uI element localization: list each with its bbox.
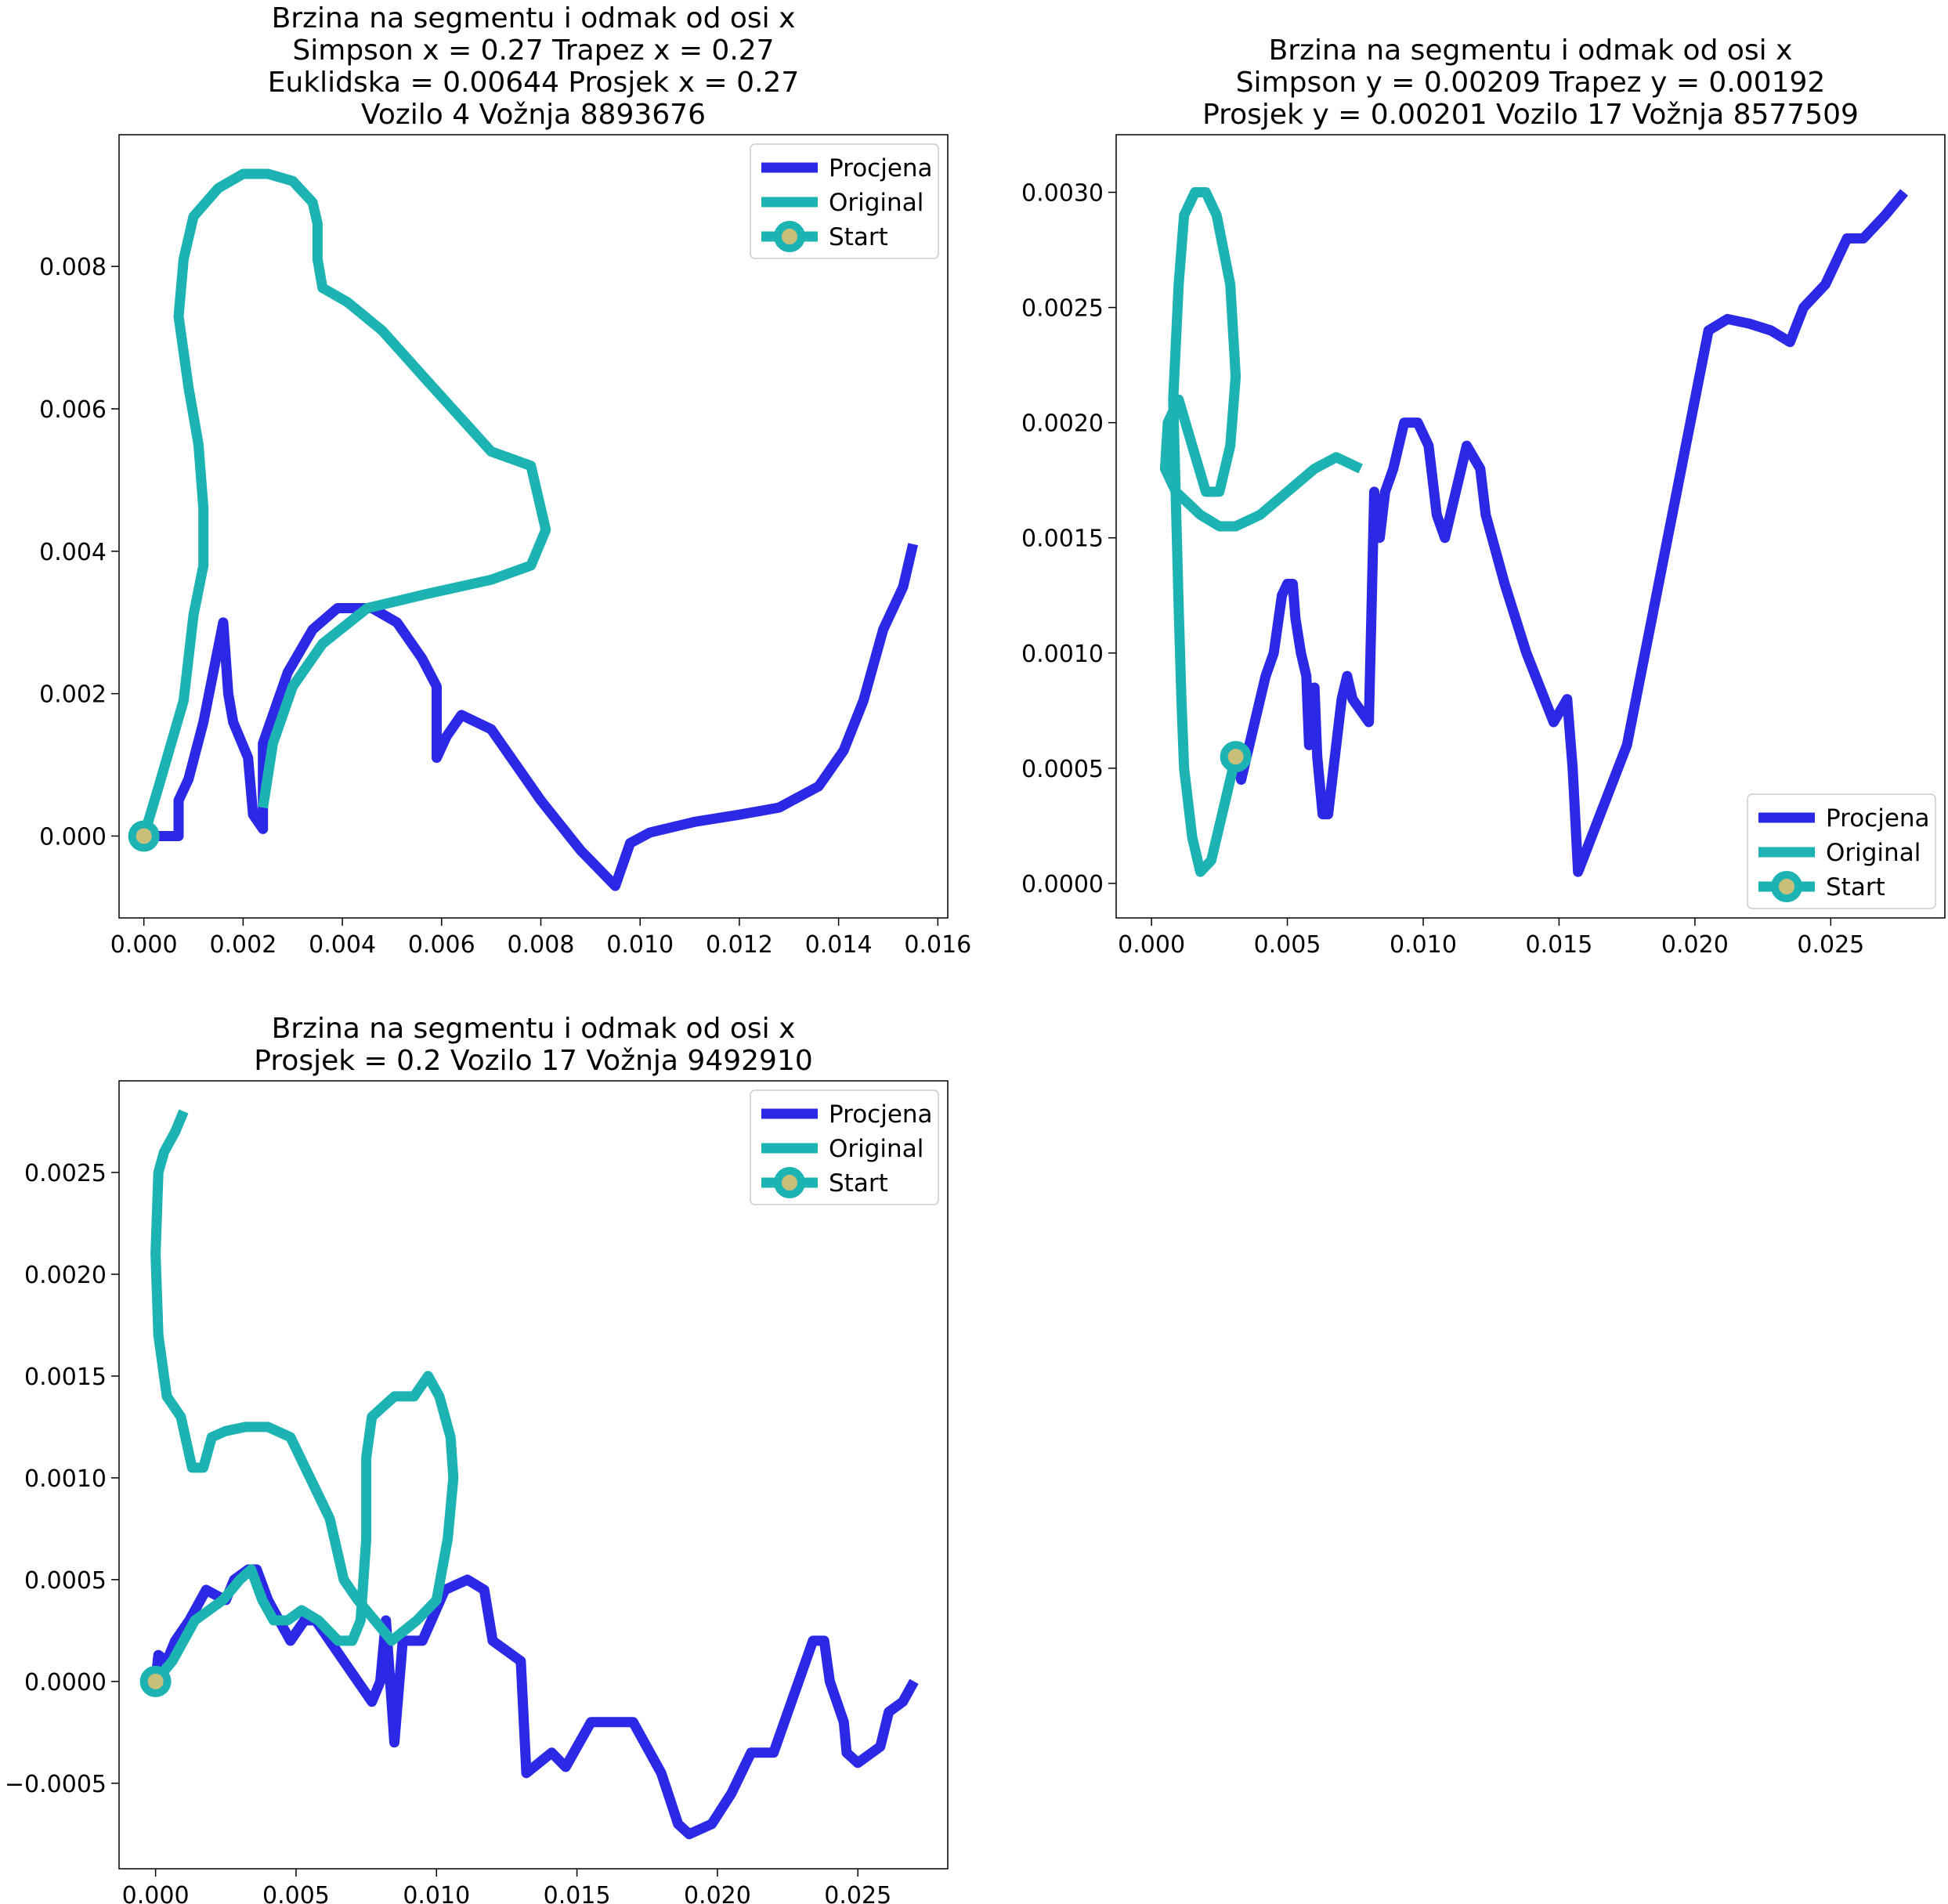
y-tick-label: 0.008 <box>39 254 107 281</box>
x-tick-label: 0.005 <box>262 1882 330 1904</box>
x-tick-label: 0.012 <box>706 931 773 959</box>
legend-label: Procjena <box>829 154 933 182</box>
series-line-procjena <box>143 543 919 891</box>
legend: Procjena Original Start <box>1747 793 1936 909</box>
x-tick-label: 0.016 <box>904 931 971 959</box>
chart-1: Brzina na segmentu i odmak od osi xSimps… <box>39 2 971 959</box>
chart-title-line: Simpson x = 0.27 Trapez x = 0.27 <box>292 34 774 67</box>
axes-frame <box>118 1080 949 1870</box>
chart-3: Brzina na segmentu i odmak od osi xProsj… <box>5 1013 949 1904</box>
x-tick-label: 0.004 <box>309 931 376 959</box>
chart-title-line: Simpson y = 0.00209 Trapez y = 0.00192 <box>1236 67 1826 99</box>
chart-title-line: Brzina na segmentu i odmak od osi x <box>272 1013 796 1045</box>
y-tick-label: 0.0025 <box>24 1160 107 1187</box>
legend-start-marker <box>1771 871 1802 902</box>
axes-frame <box>1115 134 1946 919</box>
x-tick-label: 0.010 <box>403 1882 470 1904</box>
y-tick-label: 0.0010 <box>1021 641 1104 668</box>
y-tick-label: 0.0020 <box>1021 410 1104 438</box>
start-marker <box>139 1665 172 1697</box>
chart-title-line: Prosjek y = 0.00201 Vozilo 17 Vožnja 857… <box>1202 99 1859 131</box>
y-tick-label: 0.0000 <box>1021 871 1104 898</box>
y-tick-label: 0.0015 <box>24 1364 107 1391</box>
x-tick-label: 0.010 <box>606 931 674 959</box>
y-tick-label: −0.0005 <box>5 1771 107 1798</box>
x-tick-label: 0.008 <box>508 931 575 959</box>
x-tick-label: 0.020 <box>684 1882 751 1904</box>
series-line-procjena <box>1231 189 1909 877</box>
y-tick-label: 0.0005 <box>1021 756 1104 783</box>
start-marker <box>128 820 160 852</box>
legend-label: Start <box>1826 873 1885 901</box>
x-tick-label: 0.005 <box>1254 931 1321 959</box>
series-line-original <box>139 168 551 838</box>
legend-label: Start <box>829 223 888 251</box>
y-tick-label: 0.0015 <box>1021 526 1104 553</box>
y-tick-label: 0.004 <box>39 539 107 566</box>
legend-label: Start <box>829 1169 888 1198</box>
legend-label: Procjena <box>1826 804 1930 833</box>
x-tick-label: 0.015 <box>1525 931 1592 959</box>
x-tick-label: 0.000 <box>110 931 178 959</box>
series-line-original <box>1159 187 1363 877</box>
y-tick-label: 0.0030 <box>1021 180 1104 208</box>
x-tick-label: 0.000 <box>1118 931 1185 959</box>
x-tick-label: 0.000 <box>122 1882 190 1904</box>
x-tick-label: 0.025 <box>824 1882 891 1904</box>
y-tick-label: 0.0005 <box>24 1567 107 1595</box>
axes-frame <box>118 134 949 919</box>
x-tick-label: 0.014 <box>805 931 873 959</box>
legend-label: Original <box>829 189 923 217</box>
series-line-original <box>150 1109 459 1685</box>
legend-label: Procjena <box>829 1100 933 1129</box>
x-tick-label: 0.020 <box>1661 931 1729 959</box>
y-tick-label: 0.0025 <box>1021 295 1104 323</box>
legend: Procjena Original Start <box>750 143 939 259</box>
series-group <box>139 168 919 891</box>
legend-start-marker <box>774 221 805 252</box>
chart-title-line: Vozilo 4 Vožnja 8893676 <box>361 99 706 131</box>
chart-title-line: Brzina na segmentu i odmak od osi x <box>272 2 796 34</box>
x-tick-label: 0.010 <box>1390 931 1457 959</box>
chart-2: Brzina na segmentu i odmak od osi xSimps… <box>1021 34 1946 959</box>
y-tick-label: 0.0010 <box>24 1465 107 1493</box>
series-group <box>150 1109 919 1840</box>
chart-title-line: Brzina na segmentu i odmak od osi x <box>1269 34 1793 67</box>
x-tick-label: 0.002 <box>209 931 276 959</box>
y-tick-label: 0.0020 <box>24 1262 107 1289</box>
legend: Procjena Original Start <box>750 1089 939 1205</box>
start-marker <box>1220 741 1252 773</box>
y-tick-label: 0.0000 <box>24 1669 107 1696</box>
series-group <box>1159 187 1909 877</box>
chart-title-line: Prosjek = 0.2 Vozilo 17 Vožnja 9492910 <box>254 1045 813 1077</box>
chart-title-line: Euklidska = 0.00644 Prosjek x = 0.27 <box>268 67 799 99</box>
x-tick-label: 0.015 <box>544 1882 611 1904</box>
y-tick-label: 0.000 <box>39 823 107 851</box>
legend-start-marker <box>774 1167 805 1198</box>
x-tick-label: 0.025 <box>1797 931 1864 959</box>
x-tick-label: 0.006 <box>408 931 475 959</box>
y-tick-label: 0.002 <box>39 681 107 709</box>
legend-label: Original <box>829 1135 923 1163</box>
legend-label: Original <box>1826 839 1921 867</box>
y-tick-label: 0.006 <box>39 396 107 424</box>
